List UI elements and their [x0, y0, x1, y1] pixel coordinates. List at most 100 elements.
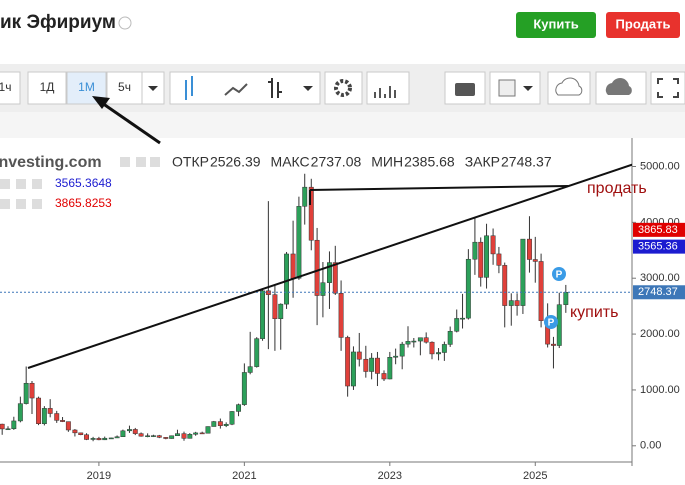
candle-body [156, 435, 162, 438]
candle-body [23, 382, 29, 404]
ohlc-key: ЗАКР [465, 154, 500, 170]
candle-body [29, 382, 35, 399]
marker[interactable] [552, 267, 566, 281]
candle-body [17, 403, 23, 422]
candle-body [423, 337, 429, 343]
candle-body [260, 290, 265, 339]
icon [136, 157, 146, 167]
settings-button[interactable] [324, 71, 363, 105]
cloud-icon [605, 78, 632, 95]
ohlc-value: 2526.39 [210, 154, 261, 170]
icon[interactable] [16, 179, 26, 189]
plot [0, 173, 632, 442]
icon [150, 157, 160, 167]
candle-body [405, 341, 411, 345]
fullscreen-icon [657, 78, 679, 98]
sell-note: продать [587, 180, 647, 197]
candle-body [296, 206, 302, 279]
candle-body [327, 262, 332, 283]
x-tick-label: 2025 [523, 470, 547, 482]
ohlc-key: МИН [371, 154, 403, 170]
timeframe-button[interactable] [27, 71, 67, 105]
candle-body [472, 241, 478, 260]
candle-body [254, 338, 260, 367]
indicator-value: 3565.3648 [55, 176, 112, 190]
ohlc-value: 2737.08 [311, 154, 362, 170]
icon[interactable] [0, 179, 10, 189]
candle-body [563, 292, 569, 305]
icon [120, 157, 130, 167]
ohlc-key: МАКС [271, 154, 310, 170]
ohlc-readout: ОТКР 2526.39 МАКС 2737.08 МИН 2385.68 ЗАКР 2748… [172, 154, 552, 170]
candle-body [302, 186, 308, 207]
y-tick-label: 3000.00 [640, 272, 680, 284]
info-icon[interactable] [118, 16, 132, 30]
icon[interactable] [0, 199, 10, 209]
y-tick-label: 2000.00 [640, 328, 680, 340]
candle-body [0, 423, 5, 430]
candle-body [369, 357, 375, 372]
fullscreen-button[interactable] [650, 71, 685, 105]
candle-body [72, 429, 78, 434]
candle-body [11, 420, 17, 430]
bar-icon [268, 78, 282, 98]
sell-button[interactable] [606, 12, 680, 38]
candle-body [551, 343, 556, 346]
candle-body [138, 433, 144, 437]
candle-body [145, 435, 151, 437]
line-icon [224, 83, 248, 96]
candle-body [381, 373, 387, 380]
price-tag-label: 3865.83 [638, 224, 678, 236]
candle-body [60, 420, 65, 422]
timeframe-button[interactable] [66, 71, 107, 105]
candle-body [278, 303, 284, 319]
x-tick-label: 2021 [232, 470, 256, 482]
ohlc-value: 2385.68 [404, 154, 455, 170]
buy-button[interactable] [516, 12, 596, 38]
candle-body [399, 343, 405, 357]
color-swatch [498, 79, 516, 97]
x-tick-label: 2023 [378, 470, 402, 482]
candle-body [332, 262, 338, 294]
source: Investing.com [0, 154, 102, 171]
candle-body [514, 300, 520, 306]
caret [523, 86, 533, 91]
buy-note: купить [570, 304, 618, 321]
marker-label: P [548, 318, 555, 329]
candle-body [478, 241, 484, 278]
trendline [309, 185, 569, 191]
timeframe-button[interactable] [106, 71, 143, 105]
icon[interactable] [16, 199, 26, 209]
candle-body [411, 340, 417, 343]
candle-body [54, 413, 60, 421]
candle-body [465, 258, 471, 319]
candle-body [338, 293, 344, 338]
candle-body [345, 337, 351, 387]
indicators-button[interactable] [366, 71, 410, 105]
camera-icon [455, 83, 475, 96]
chart-type-group[interactable] [169, 71, 321, 105]
candle-body [102, 437, 108, 441]
candle-body [47, 408, 53, 414]
candle-body [454, 318, 460, 332]
icon[interactable] [32, 199, 42, 209]
icon[interactable] [32, 179, 42, 189]
candle-body [241, 372, 247, 405]
timeframe-label: 1М [78, 80, 95, 94]
marker[interactable] [544, 315, 558, 329]
candle-body [108, 437, 114, 440]
timeframe-button[interactable] [0, 71, 21, 105]
arrow-head [92, 96, 110, 109]
candle-body [502, 265, 508, 306]
candle-body [199, 432, 205, 435]
candle-body [429, 341, 435, 355]
candle-body [163, 437, 169, 439]
candle-body [363, 358, 369, 372]
timeframe-label: 1ч [0, 80, 11, 94]
price-tag-label: 2748.37 [638, 286, 678, 298]
download-button[interactable] [547, 71, 591, 105]
candle-body [236, 404, 241, 412]
indicator-icon [374, 86, 396, 98]
candle-body [223, 423, 229, 426]
candle-body [314, 239, 320, 296]
